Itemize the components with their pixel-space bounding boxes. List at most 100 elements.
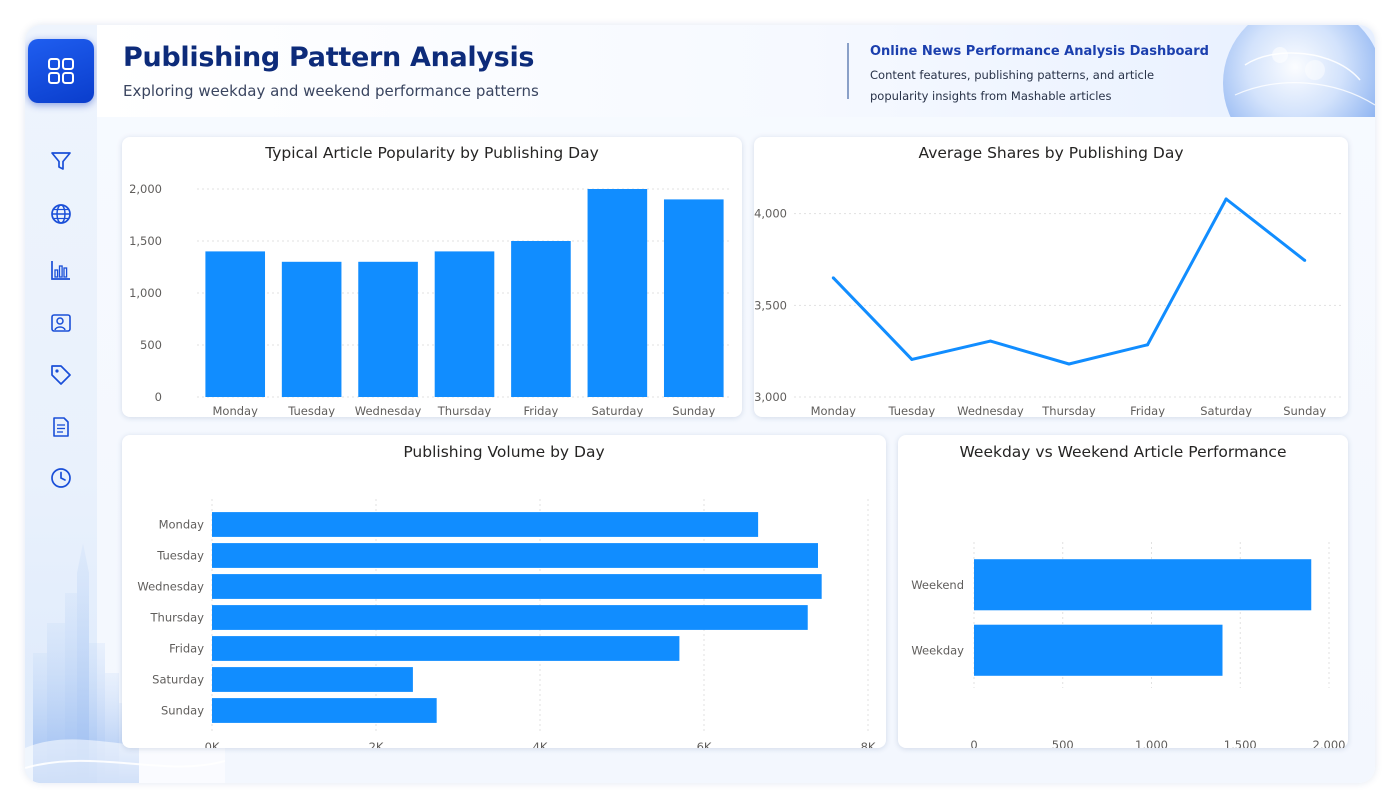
x-tick-label: 2K (369, 740, 384, 748)
x-tick-label: Sunday (1283, 404, 1326, 417)
y-tick-label: Weekday (911, 643, 964, 657)
point-sunday (1303, 258, 1307, 262)
x-tick-label: Thursday (437, 404, 492, 417)
bar-weekend (974, 559, 1312, 611)
header-band (97, 25, 1375, 117)
point-thursday (1067, 362, 1071, 366)
bar-sunday (663, 199, 724, 397)
x-tick-label: Tuesday (287, 404, 335, 417)
y-tick-label: Monday (159, 518, 205, 532)
x-tick-label: Monday (811, 404, 857, 417)
bar-friday (212, 636, 680, 661)
bar-saturday (212, 667, 413, 692)
avg-shares-chart-title: Average Shares by Publishing Day (918, 144, 1184, 162)
y-tick-label: Tuesday (156, 549, 204, 563)
home-grid-button[interactable] (28, 39, 94, 103)
y-tick-label: 2,000 (129, 182, 162, 196)
y-tick-label: Saturday (152, 673, 204, 687)
avg-shares-card: Average Shares by Publishing Day 3,000 3,… (754, 137, 1348, 417)
x-tick-label: Monday (213, 404, 259, 417)
y-tick-label: Wednesday (137, 580, 204, 594)
nav-time[interactable] (47, 464, 75, 492)
dashboard-title: Online News Performance Analysis Dashboa… (870, 44, 1209, 59)
tag-icon (51, 365, 71, 385)
point-wednesday (988, 339, 992, 343)
popularity-card: Typical Article Popularity by Publishing… (122, 137, 742, 417)
nav-analytics[interactable] (47, 256, 75, 284)
avg-shares-chart: 3,000 3,500 4,000 Monday Tuesday Wednesday Thu… (754, 197, 1344, 417)
bar-sunday (212, 698, 437, 723)
y-tick-label: Weekend (911, 578, 964, 592)
x-tick-label: Saturday (591, 404, 643, 417)
y-tick-label: 0 (155, 390, 162, 404)
weekday-weekend-chart-title: Weekday vs Weekend Article Performance (959, 443, 1287, 461)
x-tick-label: 8K (861, 740, 876, 748)
document-icon (53, 417, 69, 437)
bar-wednesday (358, 261, 418, 397)
x-tick-label: 6K (697, 740, 712, 748)
bar-monday (205, 251, 266, 397)
x-tick-label: Thursday (1041, 404, 1096, 417)
x-tick-label: 0K (205, 740, 220, 748)
x-tick-label: 4K (533, 740, 548, 748)
y-tick-label: 3,500 (754, 298, 787, 312)
nav-tags[interactable] (47, 361, 75, 389)
y-tick-label: 4,000 (754, 207, 787, 221)
bar-friday (511, 241, 571, 397)
bar-tuesday (281, 261, 342, 397)
y-tick-label: 1,500 (129, 234, 162, 248)
bar-wednesday (212, 574, 822, 599)
grid-icon (48, 58, 74, 84)
bar-chart-icon (51, 261, 70, 280)
y-tick-label: 3,000 (754, 390, 787, 404)
page-title: Publishing Pattern Analysis (123, 42, 535, 73)
volume-chart-title: Publishing Volume by Day (403, 443, 605, 461)
nav-globe[interactable] (47, 200, 75, 228)
shares-line (832, 197, 1306, 366)
y-tick-label: 500 (140, 338, 162, 352)
bar-weekday (974, 624, 1223, 676)
page-subtitle: Exploring weekday and weekend performanc… (123, 82, 539, 100)
x-tick-label: Friday (523, 404, 558, 417)
nav-documents[interactable] (47, 413, 75, 441)
header-divider (847, 43, 849, 99)
point-monday (831, 276, 835, 280)
y-tick-label: Sunday (161, 704, 204, 718)
x-tick-label: Tuesday (887, 404, 935, 417)
weekday-weekend-chart: 0 500 1,000 1,500 2,000 Weekend Weekday (911, 542, 1346, 748)
filter-icon (51, 152, 71, 170)
bar-monday (212, 512, 759, 537)
popularity-chart-title: Typical Article Popularity by Publishing… (265, 144, 599, 162)
x-tick-label: Saturday (1200, 404, 1252, 417)
clock-icon (51, 468, 71, 488)
x-tick-label: 2,000 (1313, 738, 1346, 748)
x-tick-label: 1,000 (1135, 738, 1168, 748)
globe-icon (51, 204, 71, 224)
point-tuesday (910, 357, 914, 361)
x-tick-label: Friday (1130, 404, 1165, 417)
x-tick-label: 500 (1052, 738, 1074, 748)
x-tick-label: 1,500 (1224, 738, 1257, 748)
volume-chart: 0K 2K 4K 6K 8K Monday Tuesday Wednesday Thursday… (137, 499, 876, 748)
x-tick-label: Wednesday (957, 404, 1024, 417)
point-saturday (1224, 197, 1228, 201)
dashboard-frame: Publishing Pattern Analysis Exploring we… (25, 25, 1375, 783)
x-tick-label: Sunday (672, 404, 715, 417)
nav-filter[interactable] (47, 147, 75, 175)
x-tick-label: Wednesday (355, 404, 422, 417)
nav-authors[interactable] (47, 309, 75, 337)
globe-decoration (1223, 25, 1375, 117)
weekday-weekend-card: Weekday vs Weekend Article Performance 0… (898, 435, 1348, 748)
dashboard-description: Content features, publishing patterns, a… (870, 68, 1155, 103)
popularity-chart: 0 500 1,000 1,500 2,000 Monday Tuesday Wednesda… (129, 182, 732, 417)
bar-thursday (212, 605, 808, 630)
user-card-icon (51, 314, 71, 332)
point-friday (1146, 343, 1150, 347)
y-tick-label: Friday (169, 642, 204, 656)
bar-thursday (434, 251, 495, 397)
y-tick-label: 1,000 (129, 286, 162, 300)
x-tick-label: 0 (970, 738, 977, 748)
bar-saturday (587, 189, 648, 397)
bar-tuesday (212, 543, 818, 568)
sidebar (25, 25, 225, 783)
